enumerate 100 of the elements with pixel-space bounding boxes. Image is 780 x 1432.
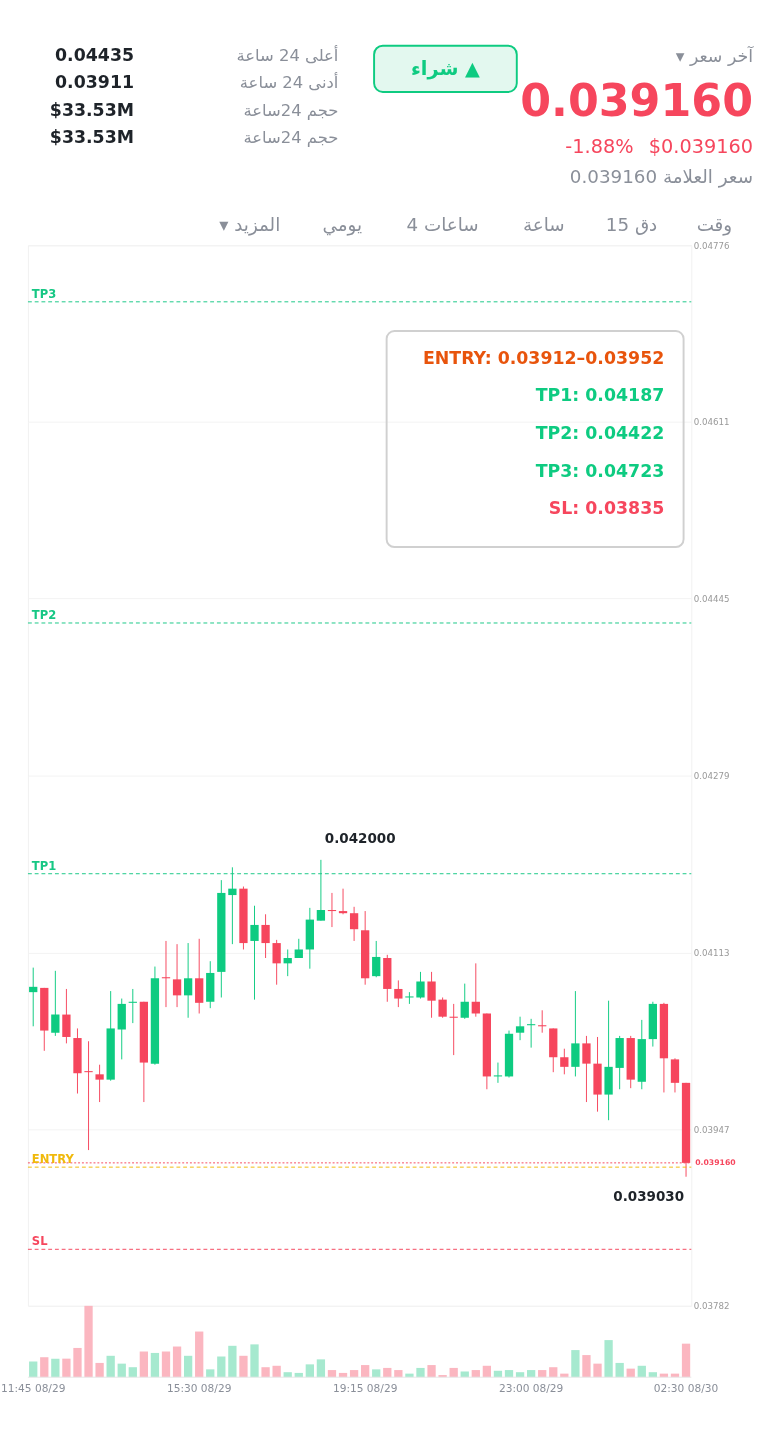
y-tick-label: 0.04611	[693, 416, 730, 427]
text: -1.88%	[565, 134, 634, 158]
text: ▾ المزيد	[219, 213, 281, 236]
text: شراء ▲	[410, 56, 481, 80]
y-tick-label: 0.04279	[693, 770, 730, 781]
text: 0.039160	[520, 75, 753, 127]
bar	[139, 1351, 149, 1378]
bar	[128, 1367, 137, 1378]
bar	[106, 1355, 115, 1378]
bar	[29, 1361, 38, 1378]
candlestick	[582, 1035, 591, 1103]
bar	[206, 1369, 215, 1378]
bar	[526, 1370, 536, 1378]
bar	[305, 1364, 314, 1378]
x-tick-label: 23:00 08/29	[498, 1382, 564, 1395]
candlestick	[394, 979, 403, 1008]
bar	[538, 1370, 547, 1378]
ref-line-label: TP1	[31, 858, 57, 873]
bar	[95, 1362, 104, 1378]
annotation: SL: 0.03835	[548, 498, 665, 519]
candlestick	[571, 990, 580, 1077]
candlestick	[250, 905, 259, 1001]
annotation: 0.039030	[613, 1187, 685, 1204]
text: $0.039160	[648, 134, 753, 158]
bar	[327, 1370, 337, 1378]
bar	[438, 1375, 447, 1378]
bar	[73, 1347, 82, 1378]
text: حجم 24ساعة	[243, 128, 339, 148]
text: سعر العلامة 0.039160	[569, 165, 753, 188]
candlestick	[438, 997, 447, 1019]
candlestick	[95, 1064, 104, 1103]
bar	[183, 1355, 193, 1378]
candlestick	[261, 913, 270, 959]
text: 0.03911	[55, 72, 135, 93]
bar	[582, 1355, 591, 1378]
ref-line-label: TP3	[31, 286, 57, 301]
bar	[172, 1346, 182, 1378]
bar	[117, 1363, 126, 1378]
text: حجم 24ساعة	[243, 101, 339, 121]
annotation: TP2: 0.04422	[535, 423, 665, 444]
bar	[150, 1352, 160, 1378]
bar	[549, 1367, 558, 1378]
bar	[405, 1373, 414, 1378]
candlestick	[62, 988, 71, 1044]
annotation: TP1: 0.04187	[535, 385, 665, 406]
bar	[427, 1365, 436, 1378]
text: أدنى 24 ساعة	[239, 72, 339, 93]
bar	[40, 1357, 49, 1378]
candlestick	[272, 939, 281, 986]
y-tick-label: 0.03782	[693, 1301, 730, 1312]
bar	[261, 1367, 270, 1378]
text: ساعة	[522, 213, 565, 235]
ref-line-label: ENTRY	[31, 1152, 75, 1167]
bar	[361, 1365, 370, 1378]
x-tick-label: 15:30 08/29	[166, 1382, 232, 1395]
candlestick	[73, 1027, 82, 1094]
bar	[383, 1367, 392, 1378]
x-tick-label: 19:15 08/29	[332, 1382, 398, 1395]
text: أعلى 24 ساعة	[236, 45, 339, 66]
text: 15 دق	[605, 213, 658, 235]
bar	[449, 1367, 458, 1378]
candlestick	[239, 886, 248, 950]
bar	[493, 1370, 503, 1378]
text: 4 ساعات	[406, 213, 479, 235]
bar	[615, 1362, 624, 1378]
candlestick	[416, 971, 425, 1000]
bar	[372, 1369, 381, 1378]
bar	[195, 1331, 204, 1378]
bar	[681, 1343, 691, 1378]
bar	[460, 1371, 469, 1378]
bar	[62, 1358, 71, 1378]
bar	[239, 1355, 248, 1378]
y-tick-label: 0.03947	[693, 1125, 730, 1136]
bar	[394, 1370, 403, 1378]
bar	[272, 1365, 281, 1378]
y-tick-label: 0.04776	[693, 240, 730, 251]
bar	[571, 1350, 580, 1378]
x-tick-label: 11:45 08/29	[1, 1382, 66, 1395]
ref-line-label: 0.039160	[695, 1157, 736, 1167]
text: $33.53M	[49, 127, 135, 148]
bar	[637, 1365, 646, 1378]
text: يومي	[322, 213, 363, 236]
bar	[217, 1356, 226, 1378]
bar	[316, 1359, 326, 1378]
bar	[648, 1372, 657, 1378]
bar	[626, 1368, 635, 1378]
x-tick-label: 02:30 08/30	[653, 1382, 719, 1395]
y-tick-label: 0.04113	[693, 948, 730, 959]
ref-line-label: TP2	[31, 608, 57, 623]
bar	[471, 1370, 480, 1378]
bar	[250, 1344, 259, 1378]
text: وقت	[696, 213, 733, 236]
bar	[482, 1365, 492, 1378]
bar	[161, 1351, 171, 1378]
bar	[604, 1340, 613, 1378]
bar	[416, 1367, 425, 1378]
bar	[51, 1358, 60, 1378]
annotation: ENTRY: 0.03912–0.03952	[423, 347, 665, 368]
annotation: TP3: 0.04723	[535, 460, 665, 481]
text: $33.53M	[49, 100, 135, 121]
